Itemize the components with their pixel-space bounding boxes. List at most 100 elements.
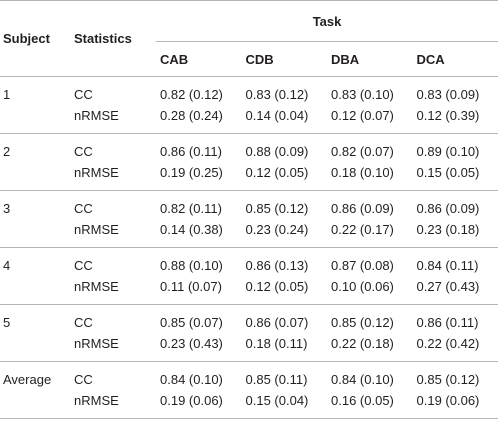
nrmse-value: 0.22 (0.42)	[416, 336, 480, 351]
nrmse-value: 0.12 (0.07)	[331, 108, 394, 123]
nrmse-value: 0.11 (0.07)	[160, 279, 222, 294]
statistics-header: Statistics	[74, 31, 132, 46]
cc-value: 0.85 (0.11)	[245, 372, 308, 387]
cc-value: 0.86 (0.07)	[245, 315, 309, 330]
cc-value: 0.83 (0.10)	[331, 87, 394, 102]
statistics-cell: CC nRMSE	[72, 362, 156, 419]
value-cell-cab: 0.82 (0.11) 0.14 (0.38)	[156, 191, 242, 248]
subject-cell: 5	[3, 315, 11, 330]
cc-value: 0.86 (0.11)	[160, 144, 222, 159]
value-cell-dca: 0.85 (0.12) 0.19 (0.06)	[413, 362, 498, 419]
table-row: 1 CC nRMSE 0.82 (0.12) 0.28 (0.24) 0.83 (0.12…	[0, 77, 498, 134]
value-cell-dba: 0.83 (0.10) 0.12 (0.07)	[327, 77, 413, 134]
nrmse-value: 0.15 (0.04)	[245, 393, 309, 408]
cc-value: 0.86 (0.13)	[245, 258, 309, 273]
value-cell-dca: 0.89 (0.10) 0.15 (0.05)	[413, 134, 498, 191]
nrmse-value: 0.22 (0.18)	[331, 336, 394, 351]
table-row: 5 CC nRMSE 0.85 (0.07) 0.23 (0.43) 0.86 (0.07…	[0, 305, 498, 362]
cc-value: 0.83 (0.12)	[245, 87, 309, 102]
task-header: Task	[156, 0, 498, 42]
stat-label-cc: CC	[74, 258, 93, 273]
statistics-cell: CC nRMSE	[72, 248, 156, 305]
value-cell-cab: 0.88 (0.10) 0.11 (0.07)	[156, 248, 242, 305]
nrmse-value: 0.10 (0.06)	[331, 279, 394, 294]
statistics-cell: CC nRMSE	[72, 134, 156, 191]
value-cell-dba: 0.85 (0.12) 0.22 (0.18)	[327, 305, 413, 362]
cc-value: 0.84 (0.11)	[416, 258, 479, 273]
value-cell-cab: 0.82 (0.12) 0.28 (0.24)	[156, 77, 242, 134]
cc-value: 0.85 (0.12)	[245, 201, 309, 216]
header-row-top: Subject Statistics Task	[0, 0, 498, 46]
stat-label-cc: CC	[74, 87, 93, 102]
value-cell-dca: 0.86 (0.11) 0.22 (0.42)	[413, 305, 498, 362]
stat-label-nrmse: nRMSE	[74, 165, 119, 180]
stat-label-nrmse: nRMSE	[74, 393, 119, 408]
cc-value: 0.87 (0.08)	[331, 258, 394, 273]
nrmse-value: 0.16 (0.05)	[331, 393, 394, 408]
subject-cell: Average	[3, 372, 52, 387]
value-cell-dba: 0.84 (0.10) 0.16 (0.05)	[327, 362, 413, 419]
value-cell-cdb: 0.88 (0.09) 0.12 (0.05)	[242, 134, 328, 191]
header-row-tasks: CAB CDB DBA DCA	[0, 42, 498, 77]
subject-cell: 2	[3, 144, 11, 159]
cc-value: 0.82 (0.11)	[160, 201, 222, 216]
subject-cell: 4	[3, 258, 11, 273]
table-row: 3 CC nRMSE 0.82 (0.11) 0.14 (0.38) 0.85 (0.12…	[0, 191, 498, 248]
table-body: 1 CC nRMSE 0.82 (0.12) 0.28 (0.24) 0.83 (0.12…	[0, 77, 498, 419]
stat-label-nrmse: nRMSE	[74, 222, 119, 237]
stat-label-nrmse: nRMSE	[74, 336, 119, 351]
nrmse-value: 0.19 (0.06)	[160, 393, 223, 408]
nrmse-value: 0.22 (0.17)	[331, 222, 394, 237]
subject-cell: 1	[3, 87, 11, 102]
nrmse-value: 0.23 (0.43)	[160, 336, 223, 351]
nrmse-value: 0.15 (0.05)	[416, 165, 480, 180]
nrmse-value: 0.14 (0.04)	[245, 108, 309, 123]
value-cell-cab: 0.85 (0.07) 0.23 (0.43)	[156, 305, 242, 362]
task-header-cab: CAB	[160, 51, 189, 67]
nrmse-value: 0.12 (0.05)	[245, 165, 309, 180]
nrmse-value: 0.19 (0.06)	[416, 393, 480, 408]
cc-value: 0.85 (0.12)	[331, 315, 394, 330]
table-row: Average CC nRMSE 0.84 (0.10) 0.19 (0.06) 0.85…	[0, 362, 498, 419]
nrmse-value: 0.23 (0.18)	[416, 222, 480, 237]
task-header-dba: DBA	[331, 51, 360, 67]
statistics-cell: CC nRMSE	[72, 305, 156, 362]
stat-label-cc: CC	[74, 201, 93, 216]
nrmse-value: 0.18 (0.11)	[245, 336, 308, 351]
table-header: Subject Statistics Task CAB CDB DBA DCA	[0, 0, 498, 77]
nrmse-value: 0.28 (0.24)	[160, 108, 223, 123]
cc-value: 0.89 (0.10)	[416, 144, 480, 159]
cc-value: 0.84 (0.10)	[331, 372, 394, 387]
value-cell-dca: 0.84 (0.11) 0.27 (0.43)	[413, 248, 498, 305]
value-cell-cab: 0.86 (0.11) 0.19 (0.25)	[156, 134, 242, 191]
statistics-cell: CC nRMSE	[72, 191, 156, 248]
cc-value: 0.86 (0.09)	[416, 201, 480, 216]
nrmse-value: 0.18 (0.10)	[331, 165, 394, 180]
stat-label-cc: CC	[74, 315, 93, 330]
nrmse-value: 0.14 (0.38)	[160, 222, 223, 237]
nrmse-value: 0.23 (0.24)	[245, 222, 309, 237]
stat-label-nrmse: nRMSE	[74, 108, 119, 123]
value-cell-dca: 0.86 (0.09) 0.23 (0.18)	[413, 191, 498, 248]
table-row: 4 CC nRMSE 0.88 (0.10) 0.11 (0.07) 0.86 (0.13…	[0, 248, 498, 305]
cc-value: 0.85 (0.12)	[416, 372, 480, 387]
cc-value: 0.84 (0.10)	[160, 372, 223, 387]
stat-label-nrmse: nRMSE	[74, 279, 119, 294]
table-row: 2 CC nRMSE 0.86 (0.11) 0.19 (0.25) 0.88 (0.09…	[0, 134, 498, 191]
cc-value: 0.82 (0.07)	[331, 144, 394, 159]
nrmse-value: 0.19 (0.25)	[160, 165, 223, 180]
value-cell-cdb: 0.85 (0.11) 0.15 (0.04)	[242, 362, 328, 419]
stat-label-cc: CC	[74, 144, 93, 159]
cc-value: 0.86 (0.11)	[416, 315, 479, 330]
task-header-cdb: CDB	[245, 51, 274, 67]
cc-value: 0.88 (0.09)	[245, 144, 309, 159]
task-header-dca: DCA	[416, 51, 445, 67]
cc-value: 0.83 (0.09)	[416, 87, 480, 102]
value-cell-dba: 0.87 (0.08) 0.10 (0.06)	[327, 248, 413, 305]
cc-value: 0.85 (0.07)	[160, 315, 223, 330]
value-cell-dca: 0.83 (0.09) 0.12 (0.39)	[413, 77, 498, 134]
cc-value: 0.88 (0.10)	[160, 258, 223, 273]
subject-header: Subject	[3, 31, 50, 46]
value-cell-cdb: 0.86 (0.13) 0.12 (0.05)	[242, 248, 328, 305]
